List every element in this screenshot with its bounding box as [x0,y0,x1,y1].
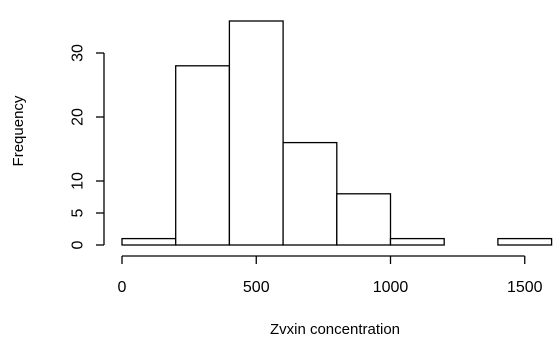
x-tick-label-3: 1500 [507,279,543,296]
histogram-bars [121,20,553,246]
histogram-bar-7 [497,237,553,246]
histogram-bar-5 [389,237,445,246]
y-tick-label-2: 10 [70,172,87,190]
y-tick-label-3: 20 [70,108,87,126]
x-tick-label-2: 1000 [373,279,409,296]
histogram-bar-4 [336,193,392,246]
histogram-bar-2 [228,20,284,246]
y-tick-label-4: 30 [70,44,87,62]
x-tick-label-1: 500 [243,279,270,296]
x-tick-label-0: 0 [118,279,127,296]
y-tick-label-1: 5 [70,208,87,217]
y-axis-title: Frequency [10,95,27,166]
y-axis: 0 5 10 20 30 [70,44,105,249]
y-tick-label-0: 0 [70,240,87,249]
histogram-bar-1 [175,65,231,246]
histogram-bar-3 [282,141,338,246]
x-axis-title: Zvxin concentration [270,321,400,338]
x-axis: 0 500 1000 1500 [118,255,543,296]
histogram-bar-0 [121,237,177,246]
